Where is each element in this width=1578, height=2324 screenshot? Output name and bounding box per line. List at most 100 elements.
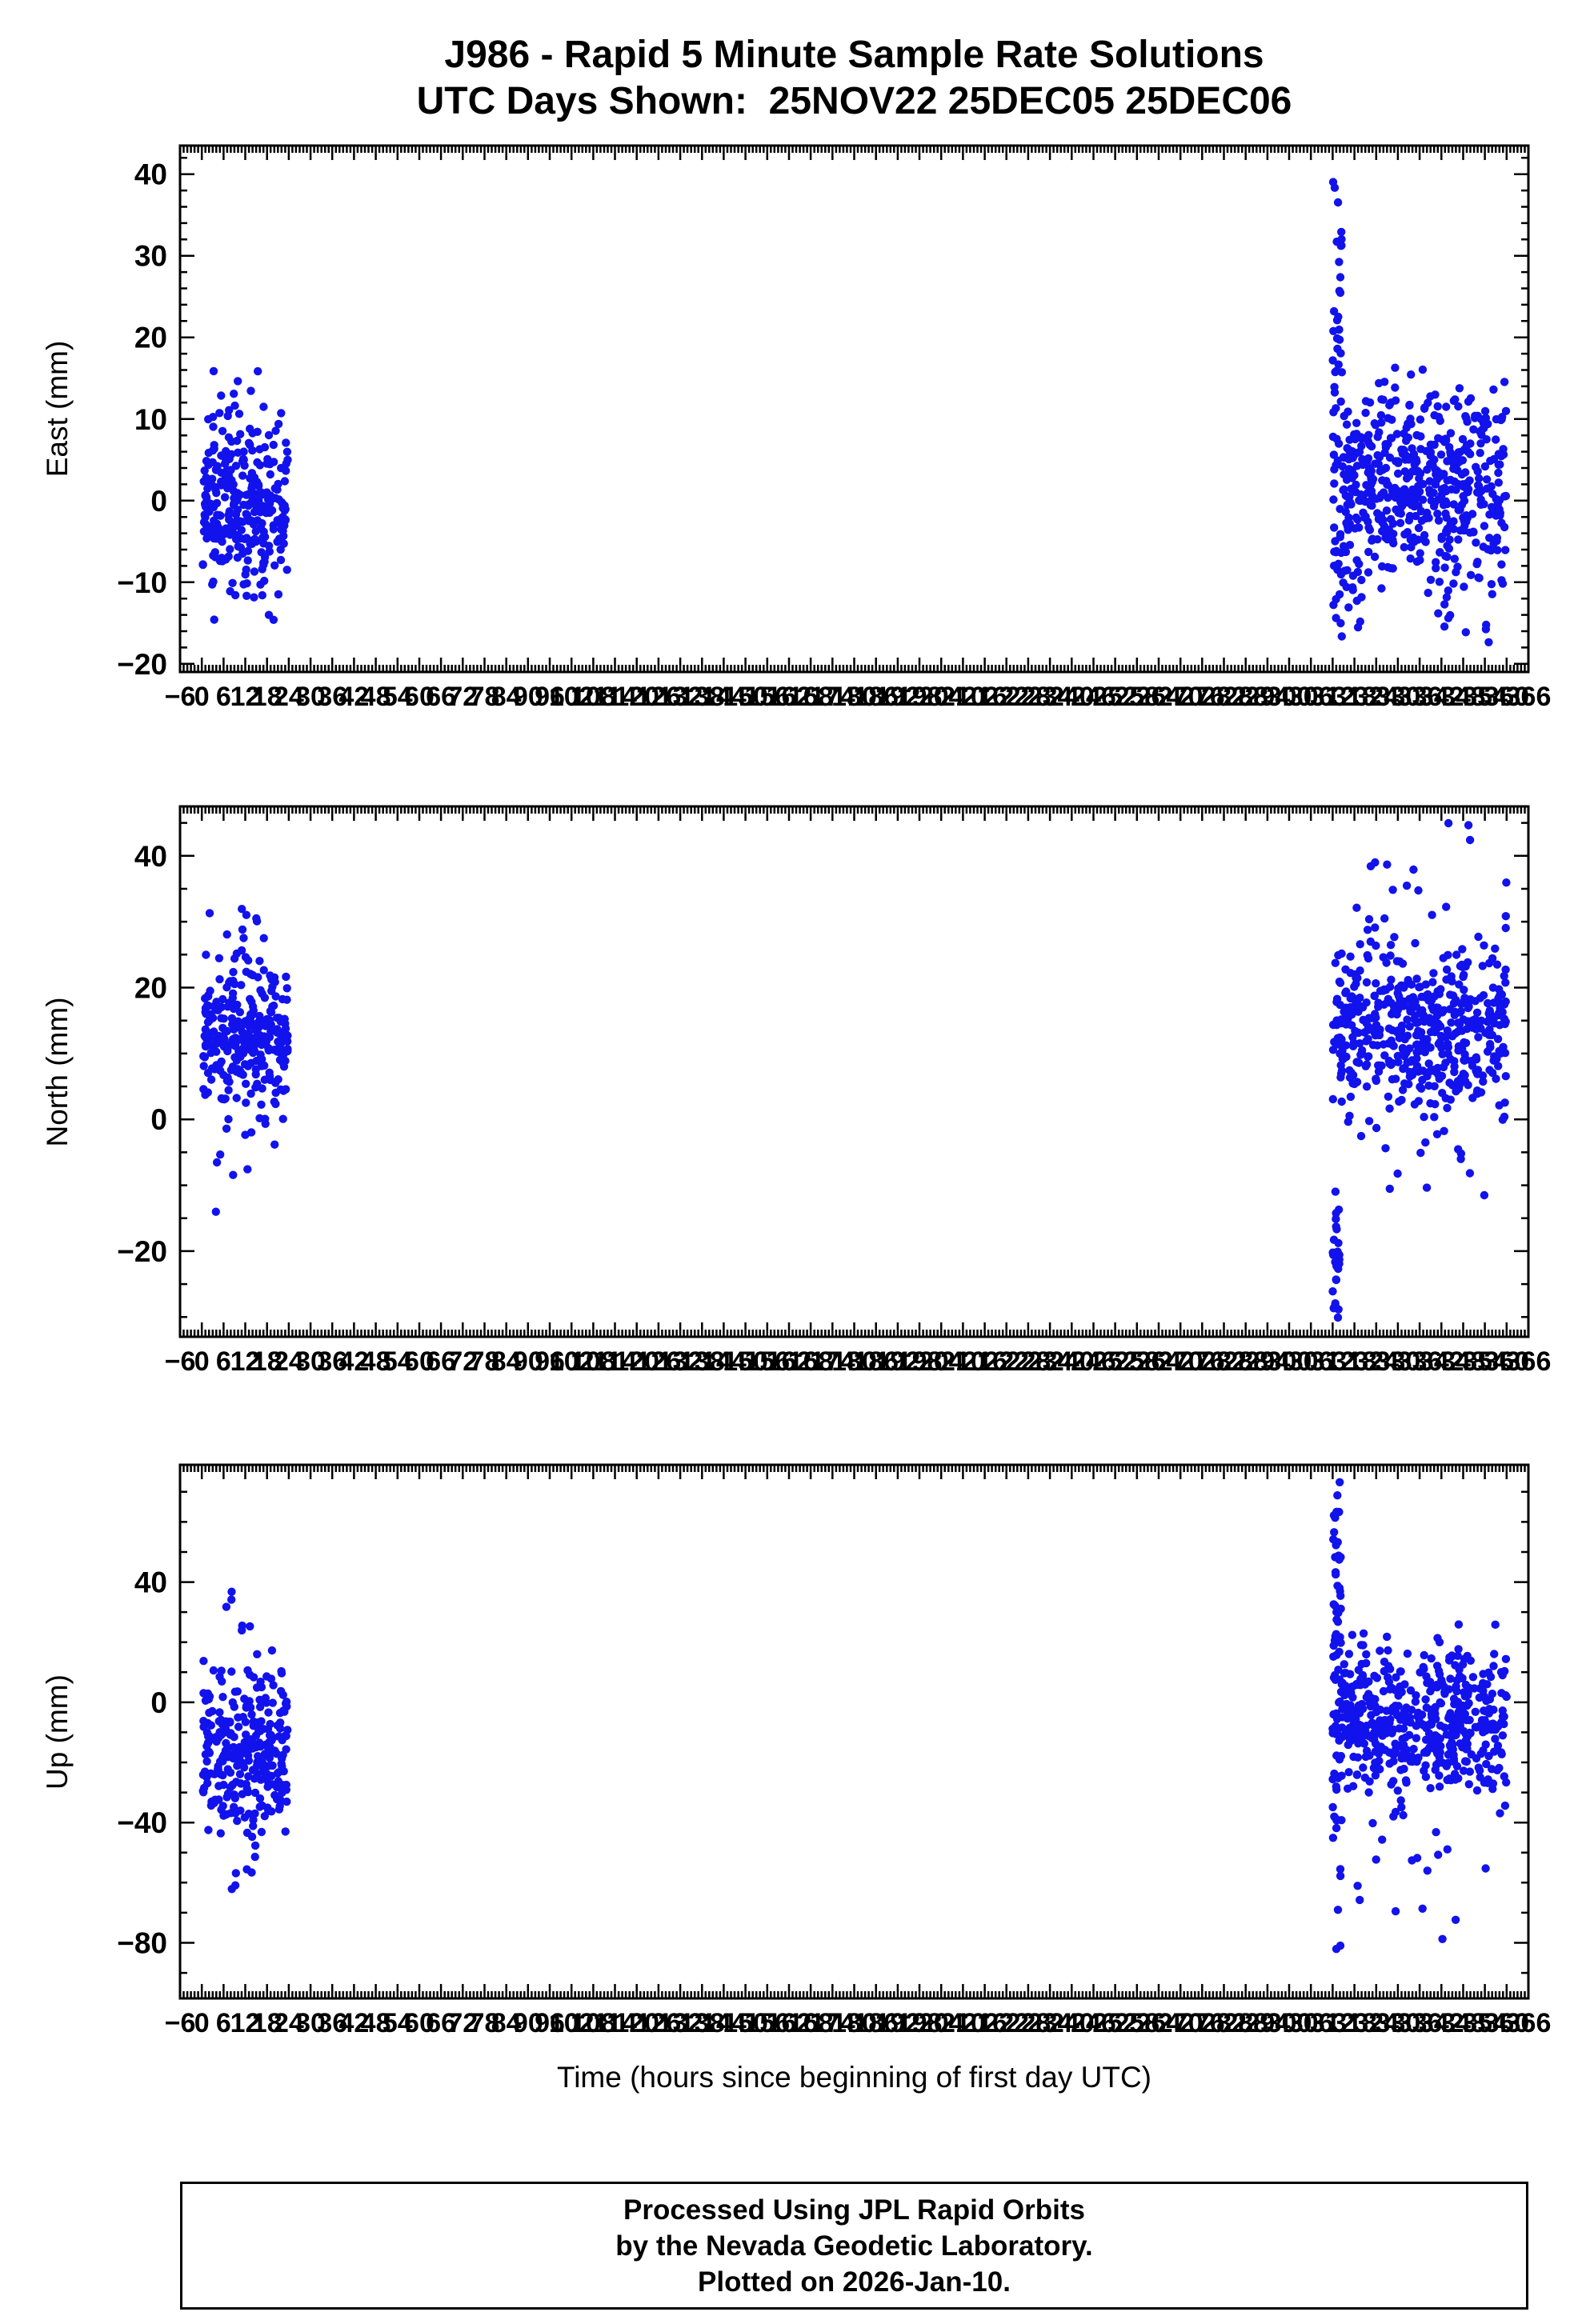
up-xtick-label: 162 — [767, 2008, 812, 2038]
east-ytick-label: 40 — [134, 158, 167, 191]
up-xtick-label: 90 — [513, 2008, 543, 2038]
north-xtick-label: 216 — [962, 1346, 1007, 1377]
up-xtick-label: 216 — [962, 2008, 1007, 2038]
north-xtick-label: 246 — [1071, 1346, 1116, 1377]
north-xtick-label: 336 — [1397, 1346, 1443, 1377]
north-points — [199, 818, 1511, 1322]
north-xtick-label: 126 — [636, 1346, 682, 1377]
east-ytick-label: −10 — [117, 566, 167, 599]
east-xtick-label: 18 — [252, 682, 282, 712]
footer-line1: Processed Using JPL Rapid Orbits — [623, 2194, 1086, 2226]
north-ytick-label: 0 — [150, 1103, 167, 1136]
north-xtick-label: 306 — [1288, 1346, 1334, 1377]
up-xtick-label: 252 — [1092, 2008, 1138, 2038]
up-xtick-label: 6 — [216, 2008, 231, 2038]
up-xtick-label: 186 — [853, 2008, 899, 2038]
up-xtick-label: 126 — [636, 2008, 682, 2038]
east-xtick-label: 246 — [1071, 682, 1116, 712]
east-xtick-label: 30 — [295, 682, 326, 712]
north-xtick-label: 234 — [1027, 1346, 1073, 1377]
up-xtick-label: 72 — [447, 2008, 478, 2038]
north-frame — [178, 805, 1530, 1338]
up-xtick-label: 300 — [1267, 2008, 1312, 2038]
up-xtick-label: 276 — [1179, 2008, 1225, 2038]
east-xtick-label: 66 — [426, 682, 456, 712]
up-xtick-label: 144 — [701, 2008, 747, 2038]
footer-box: Processed Using JPL Rapid Orbits by the … — [180, 2182, 1528, 2310]
east-xtick-label: 300 — [1267, 682, 1312, 712]
north-xtick-label: 156 — [744, 1346, 790, 1377]
up-ytick-label: −80 — [117, 1926, 167, 1959]
east-xtick-label: 270 — [1158, 682, 1204, 712]
up-xtick-label: 222 — [983, 2008, 1029, 2038]
east-xtick-label: 54 — [382, 682, 413, 712]
up-xtick-label: 258 — [1114, 2008, 1159, 2038]
north-xtick-label: 132 — [658, 1346, 703, 1377]
up-xtick-label: 306 — [1288, 2008, 1334, 2038]
east-xtick-label: 36 — [317, 682, 347, 712]
north-xtick-label: 162 — [767, 1346, 812, 1377]
east-xtick-label: 222 — [983, 682, 1029, 712]
east-xtick-label: 150 — [723, 682, 768, 712]
up-xtick-label: 240 — [1049, 2008, 1095, 2038]
up-xtick-label: 132 — [658, 2008, 703, 2038]
up-xtick-label: 198 — [897, 2008, 943, 2038]
up-xtick-label: 312 — [1310, 2008, 1356, 2038]
up-xtick-label: 366 — [1506, 2008, 1552, 2038]
east-xtick-label: 60 — [404, 682, 435, 712]
up-xtick-label: 228 — [1006, 2008, 1051, 2038]
up-xtick-label: 120 — [614, 2008, 659, 2038]
up-xtick-label: 30 — [295, 2008, 326, 2038]
east-xtick-label: 330 — [1376, 682, 1421, 712]
east-xtick-label: 354 — [1462, 682, 1508, 712]
north-xtick-label: 360 — [1484, 1346, 1529, 1377]
chart-title: J986 - Rapid 5 Minute Sample Rate Soluti… — [180, 32, 1528, 125]
east-xtick-label: 72 — [447, 682, 478, 712]
east-xtick-label: 6 — [216, 682, 231, 712]
up-xtick-label: 180 — [831, 2008, 877, 2038]
north-xtick-label: 120 — [614, 1346, 659, 1377]
up-ticks — [178, 1465, 1530, 1998]
east-xtick-label: 252 — [1092, 682, 1138, 712]
north-xtick-label: 108 — [571, 1346, 616, 1377]
east-ticks — [178, 146, 1530, 672]
north-xtick-label: −6 — [165, 1346, 196, 1377]
east-xtick-label: 342 — [1419, 682, 1464, 712]
up-xtick-label: 348 — [1440, 2008, 1486, 2038]
up-xtick-label: 78 — [470, 2008, 500, 2038]
east-xtick-label: 12 — [230, 682, 261, 712]
north-ticks — [178, 806, 1530, 1337]
north-ytick-label: −20 — [117, 1235, 167, 1268]
north-xtick-label: 144 — [701, 1346, 747, 1377]
east-xtick-label: 324 — [1353, 682, 1399, 712]
east-xtick-label: 282 — [1201, 682, 1247, 712]
east-xtick-label: 216 — [962, 682, 1007, 712]
north-xtick-label: 150 — [723, 1346, 768, 1377]
north-xtick-label: 210 — [940, 1346, 986, 1377]
north-xtick-label: 348 — [1440, 1346, 1486, 1377]
north-xtick-label: 12 — [230, 1346, 261, 1377]
north-xtick-label: 204 — [919, 1346, 964, 1377]
north-ytick-label: 20 — [134, 971, 167, 1004]
north-xtick-label: 174 — [810, 1346, 855, 1377]
east-xtick-label: 96 — [535, 682, 565, 712]
north-xtick-label: 180 — [831, 1346, 877, 1377]
east-xtick-label: 210 — [940, 682, 986, 712]
east-points — [198, 178, 1511, 646]
north-xtick-label: 330 — [1376, 1346, 1421, 1377]
up-xtick-label: 54 — [382, 2008, 413, 2038]
east-xtick-label: 78 — [470, 682, 500, 712]
up-xtick-label: 150 — [723, 2008, 768, 2038]
up-xtick-label: 318 — [1332, 2008, 1377, 2038]
east-xtick-label: 48 — [361, 682, 391, 712]
east-xtick-label: 162 — [767, 682, 812, 712]
up-ytick-label: 0 — [150, 1686, 167, 1719]
up-xtick-label: 84 — [491, 2008, 522, 2038]
east-xtick-label: 258 — [1114, 682, 1159, 712]
up-xtick-label: 0 — [194, 2008, 210, 2038]
north-xtick-label: 198 — [897, 1346, 943, 1377]
east-xtick-label: 312 — [1310, 682, 1356, 712]
